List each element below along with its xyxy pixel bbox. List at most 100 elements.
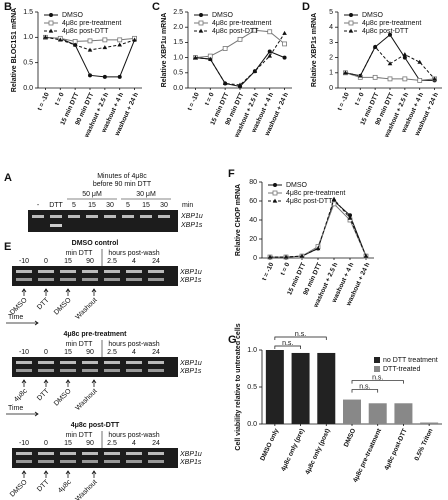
point: [347, 215, 353, 220]
y-tick-label: 40: [249, 217, 257, 224]
band: [126, 452, 142, 455]
point: [363, 253, 369, 258]
point: [357, 73, 363, 78]
treatment-label: DTT: [36, 296, 51, 311]
point: [349, 13, 353, 17]
band-label: XBP1u: [180, 213, 203, 220]
y-tick-label: 1.5: [173, 39, 183, 46]
point: [117, 42, 123, 47]
arrow: [65, 470, 71, 478]
legend-swatch: [374, 366, 380, 372]
arrow: [21, 470, 27, 478]
legend-label: 4μ8c post-DTT: [362, 28, 409, 35]
band: [104, 369, 120, 372]
band: [38, 369, 54, 372]
point: [387, 76, 393, 82]
point: [87, 47, 93, 52]
point: [372, 44, 378, 49]
panel-label: F: [228, 168, 235, 180]
lane-label: 5: [126, 202, 130, 209]
band: [32, 215, 44, 218]
y-axis-label: Relative XBP1s mRNA: [311, 13, 318, 87]
bar: [291, 352, 310, 424]
y-tick-label: 0.0: [23, 85, 33, 92]
y-tick-label: 2: [329, 54, 333, 61]
point: [43, 34, 48, 39]
legend-label: 4μ8c post-DTT: [62, 28, 109, 35]
arrow: [43, 288, 49, 296]
band: [82, 278, 98, 281]
y-tick-label: 2.0: [173, 24, 183, 31]
treatment-label: Washout: [74, 479, 98, 500]
y-tick-label: 1: [329, 70, 333, 77]
point: [102, 37, 108, 43]
arrow: [43, 470, 49, 478]
y-tick-label: 0.5: [173, 70, 183, 77]
point: [273, 183, 277, 187]
band: [16, 369, 32, 372]
y-tick-label: 0.0: [173, 85, 183, 92]
band: [16, 278, 32, 281]
band: [82, 270, 98, 273]
point: [272, 198, 278, 203]
point: [283, 254, 289, 259]
band: [158, 215, 170, 218]
point: [299, 253, 305, 258]
point: [49, 13, 53, 17]
lane-label: 0: [44, 440, 48, 447]
lane-label: 4: [132, 349, 136, 356]
gel-header: before 90 min DTT: [93, 181, 152, 188]
band: [16, 361, 32, 364]
point: [117, 37, 123, 43]
arrow: [65, 288, 71, 296]
gel-header: Minutes of 4μ8c: [97, 173, 147, 180]
bar: [394, 403, 413, 424]
y-tick-label: 1.0: [173, 54, 183, 61]
arrow: [91, 470, 97, 478]
x-tick-label: 4μ8c pre-treatment: [352, 427, 383, 484]
band: [104, 361, 120, 364]
lane-label: 4: [132, 258, 136, 265]
lane-label: 15: [88, 202, 96, 209]
panel-label: D: [302, 1, 310, 13]
y-axis-label: Relative CHOP mRNA: [235, 184, 242, 256]
band: [60, 270, 76, 273]
legend-label: DTT-treated: [383, 366, 420, 373]
band-label: XBP1s: [179, 459, 202, 466]
x-tick-label: t = -10: [186, 91, 201, 111]
band: [82, 452, 98, 455]
x-tick-label: t = -10: [36, 91, 51, 111]
panel-label: G: [228, 334, 237, 346]
lane-label: 15: [64, 440, 72, 447]
panel-label: C: [152, 1, 160, 13]
x-tick-label: 4μ8c only (pre): [280, 428, 306, 473]
lane-label: 30: [160, 202, 168, 209]
point: [402, 55, 407, 60]
band: [104, 460, 120, 463]
lane-label: 15: [142, 202, 150, 209]
annotation: n.s.: [282, 340, 293, 347]
time-label: Time: [8, 405, 23, 412]
lane-label: -10: [19, 349, 29, 356]
treatment-label: DMSO: [53, 387, 73, 407]
point: [267, 49, 272, 54]
panel-label: A: [4, 172, 12, 184]
band: [126, 361, 142, 364]
band: [148, 361, 164, 364]
treatment-label: DTT: [36, 387, 51, 402]
lane-label: 24: [152, 349, 160, 356]
gel: [28, 210, 178, 232]
treatment-label: Washout: [74, 388, 98, 412]
y-tick-label: 1.5: [23, 9, 33, 16]
band: [60, 278, 76, 281]
treatment-label: 4μ8c: [13, 387, 29, 403]
lane-label: 90: [86, 440, 94, 447]
blot-header: hours post-wash: [108, 432, 159, 439]
legend-label: no DTT treatment: [383, 357, 438, 364]
time-arrow: [6, 320, 39, 326]
point: [48, 20, 54, 26]
legend-label: 4μ8c post-DTT: [212, 28, 259, 35]
y-tick-label: 2.5: [173, 9, 183, 16]
point: [198, 28, 204, 33]
band: [60, 460, 76, 463]
